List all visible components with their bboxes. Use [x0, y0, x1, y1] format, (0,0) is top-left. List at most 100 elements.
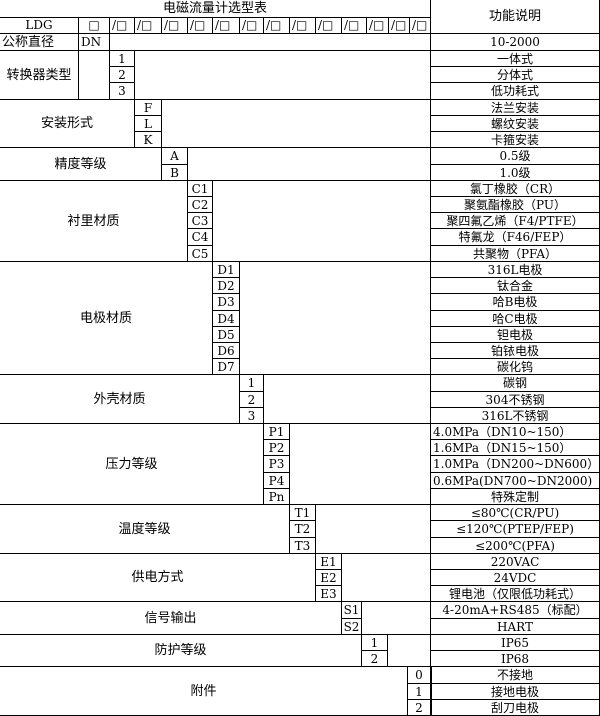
nominal-code: DN [79, 34, 110, 51]
code-slot: /□ [162, 17, 188, 34]
code-slot: /□ [264, 17, 290, 34]
option-code: 2 [110, 67, 135, 83]
option-code: P1 [264, 424, 290, 440]
group-label: 附件 [0, 667, 408, 716]
option-code: C5 [188, 246, 213, 262]
model-code: LDG [0, 17, 79, 34]
option-description: 碳化钨 [431, 359, 600, 375]
option-description: 铂铱电极 [431, 343, 600, 359]
blank-cell [240, 262, 431, 375]
blank-cell [213, 181, 431, 262]
group-label: 电极材质 [0, 262, 213, 375]
function-header: 功能说明 [431, 0, 600, 34]
option-description: 1.0级 [431, 165, 600, 181]
blank-cell [188, 148, 431, 181]
option-description: 法兰安装 [431, 100, 600, 116]
option-code: D2 [213, 278, 240, 294]
option-description: 304不锈钢 [431, 392, 600, 408]
option-code: 2 [240, 392, 264, 408]
option-code: P4 [264, 473, 290, 489]
option-description: ≤200℃(PFA) [431, 538, 600, 554]
option-description: 4.0MPa（DN10~150） [431, 424, 600, 440]
option-description: 钛合金 [431, 278, 600, 294]
option-description: 聚氨酯橡胶（PU） [431, 197, 600, 213]
option-description: 特殊定制 [431, 489, 600, 505]
code-slot: /□ [188, 17, 213, 34]
option-code: F [135, 100, 162, 116]
option-code: Pn [264, 489, 290, 505]
option-description: 分体式 [431, 67, 600, 83]
option-code: 1 [362, 635, 388, 651]
option-description: 低功耗式 [431, 83, 600, 100]
group-label: 安装形式 [0, 100, 135, 148]
blank-cell [162, 100, 431, 148]
option-description: 1.0MPa（DN200~DN600） [431, 456, 600, 473]
group-label: 衬里材质 [0, 181, 188, 262]
group-label: 转换器类型 [0, 51, 79, 100]
code-slot: /□ [367, 17, 389, 34]
option-code: C2 [188, 197, 213, 213]
option-code: P2 [264, 440, 290, 456]
option-code: 2 [362, 651, 388, 667]
option-code: 3 [110, 83, 135, 100]
option-code: E1 [316, 554, 342, 570]
option-description: 4-20mA+RS485（标配） [431, 602, 600, 619]
option-code: 1 [240, 375, 264, 392]
option-description: 碳钢 [431, 375, 600, 392]
option-code: 0 [408, 667, 431, 684]
group-label: 精度等级 [0, 148, 162, 181]
option-description: 哈B电极 [431, 294, 600, 311]
option-description: HART [431, 619, 600, 635]
option-code: 1 [408, 684, 431, 700]
blank-cell [388, 635, 431, 667]
option-code: T2 [290, 521, 316, 538]
option-code: D4 [213, 311, 240, 327]
option-description: 氯丁橡胶（CR） [431, 181, 600, 197]
option-description: 聚四氟乙烯（F4/PTFE） [431, 213, 600, 229]
blank-cell [342, 554, 431, 602]
code-slot: /□ [110, 17, 135, 34]
code-slot: /□ [213, 17, 240, 34]
option-description: IP68 [431, 651, 600, 667]
code-slot: /□ [342, 17, 367, 34]
option-description: 316L电极 [431, 262, 600, 278]
option-code: A [162, 148, 188, 165]
option-description: 螺纹安装 [431, 116, 600, 132]
option-code: S1 [342, 602, 362, 619]
option-description: ≤80℃(CR/PU) [431, 505, 600, 521]
code-slot: /□ [240, 17, 264, 34]
option-code: E3 [316, 586, 342, 602]
option-description: 0.5级 [431, 148, 600, 165]
option-description: 0.6MPa(DN700~DN2000) [431, 473, 600, 489]
option-description: 锂电池（仅限低功耗式） [431, 586, 600, 602]
option-code: P3 [264, 456, 290, 473]
option-code: L [135, 116, 162, 132]
option-description: 316L不锈钢 [431, 408, 600, 424]
first-box: □ [79, 17, 110, 34]
option-code: S2 [342, 619, 362, 635]
option-description: 一体式 [431, 51, 600, 67]
blank-cell [264, 375, 431, 424]
code-slot: /□ [389, 17, 410, 34]
blank-cell [316, 505, 431, 554]
group-label: 外壳材质 [0, 375, 240, 424]
option-description: 哈C电极 [431, 311, 600, 327]
option-description: ≤120℃(PTEP/FEP) [431, 521, 600, 538]
code-slot: /□ [410, 17, 431, 34]
blank-cell [110, 34, 431, 51]
option-description: 不接地 [431, 667, 600, 684]
group-label: 压力等级 [0, 424, 264, 505]
code-slot: /□ [290, 17, 316, 34]
code-slot: /□ [316, 17, 342, 34]
group-label: 温度等级 [0, 505, 290, 554]
option-code: 1 [110, 51, 135, 67]
group-label: 防护等级 [0, 635, 362, 667]
group-label: 供电方式 [0, 554, 316, 602]
option-code: C4 [188, 229, 213, 246]
nominal-label: 公称直径 [0, 34, 79, 51]
option-code: D7 [213, 359, 240, 375]
option-code: B [162, 165, 188, 181]
option-code: E2 [316, 570, 342, 586]
option-code: C1 [188, 181, 213, 197]
